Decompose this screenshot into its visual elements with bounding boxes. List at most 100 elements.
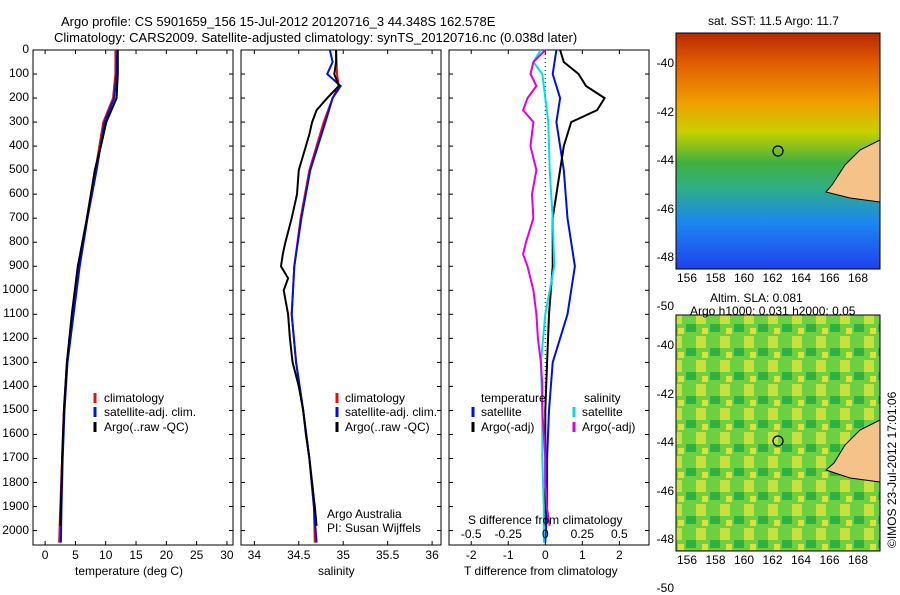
s-diff-tick-label: 0 (541, 527, 549, 541)
legend-sal-argo: Argo(..raw -QC) (345, 420, 430, 434)
map-x-tick-label: 168 (847, 271, 869, 285)
depth-tick-label: 200 (8, 90, 29, 105)
depth-tick-label: 1000 (2, 282, 29, 297)
legend-diff-t-argo: Argo(-adj) (481, 420, 535, 434)
profile-line-2-3 (521, 49, 551, 526)
x-tick-label: 35.5 (375, 548, 400, 562)
credit-line-2: PI: Susan Wijffels (327, 521, 421, 535)
map-y-tick-label: -40 (656, 338, 674, 352)
profile-line-0-1 (59, 49, 119, 543)
x-tick-label: 15 (129, 548, 143, 562)
s-difference-axis-label: S difference from climatology (468, 513, 623, 527)
map-x-tick-label: 160 (733, 271, 755, 285)
depth-tick-label: 1600 (2, 426, 29, 441)
map-x-tick-label: 162 (762, 553, 783, 567)
sla-map-title-2: Argo h1000: 0.031 h2000: 0.05 (690, 304, 856, 318)
x-tick-label: 34.5 (287, 548, 311, 562)
map-x-tick-label: 158 (705, 271, 726, 285)
map-x-tick-label: 160 (733, 553, 755, 567)
x-tick-label: 0 (541, 548, 549, 562)
sst-map (675, 32, 881, 270)
depth-tick-label: 700 (8, 210, 29, 225)
sla-map-title-1: Altim. SLA: 0.081 (710, 291, 803, 305)
x-tick-label: 30 (220, 548, 234, 562)
temperature-axis-label: temperature (deg C) (75, 564, 184, 578)
depth-tick-label: 300 (8, 114, 29, 129)
legend-diff-s-argo: Argo(-adj) (582, 420, 636, 434)
depth-tick-label: 800 (8, 234, 29, 249)
profile-line-0-0 (58, 50, 117, 543)
map-x-tick-label: 164 (790, 271, 812, 285)
depth-tick-label: 1500 (2, 402, 29, 417)
map-y-tick-label: -50 (656, 580, 674, 595)
depth-tick-label: 500 (8, 162, 29, 177)
sst-map-land (825, 139, 881, 203)
chart-canvas (32, 32, 881, 552)
difference-panel-frame (448, 49, 650, 546)
legend-diff-temperature-header: temperature (481, 391, 546, 405)
legend-diff-t-satellite: satellite (481, 405, 522, 419)
legend-marks (93, 393, 576, 432)
sst-map-title: sat. SST: 11.5 Argo: 11.7 (708, 14, 839, 28)
depth-tick-label: 2000 (2, 522, 29, 537)
profile-line-2-0 (544, 49, 576, 543)
x-tick-label: 5 (72, 548, 79, 562)
s-diff-tick-label: -0.5 (460, 527, 482, 541)
map-y-tick-label: -42 (656, 386, 674, 401)
map-y-tick-label: -50 (656, 298, 674, 313)
x-tick-label: 10 (99, 548, 113, 562)
profile-line-0-2 (59, 50, 119, 526)
sla-map-float-marker (772, 435, 784, 447)
axis-ticks (33, 49, 649, 545)
x-tick-label: 36 (425, 548, 439, 562)
map-x-tick-label: 168 (847, 553, 869, 567)
legend-temp-climatology: climatology (104, 391, 165, 405)
profile-line-2-2 (532, 49, 556, 543)
title-line-1: Argo profile: CS 5901659_156 15-Jul-2012… (61, 14, 496, 29)
map-y-tick-label: -40 (656, 56, 674, 70)
depth-tick-label: 1800 (2, 474, 29, 489)
map-x-tick-label: 164 (790, 553, 812, 567)
legend-sal-climatology: climatology (345, 391, 406, 405)
depth-tick-label: 400 (8, 138, 29, 153)
x-tick-label: -2 (465, 548, 477, 562)
map-x-tick-label: 166 (819, 553, 840, 567)
legend-diff-salinity-header: salinity (584, 391, 621, 405)
legend-temp-satellite: satellite-adj. clim. (104, 405, 197, 419)
depth-tick-label: 1700 (2, 450, 29, 465)
profile-lines (58, 49, 606, 545)
depth-tick-label: 1300 (2, 354, 29, 369)
depth-tick-label: 900 (8, 258, 29, 273)
map-x-tick-label: 156 (676, 271, 698, 285)
map-x-tick-label: 158 (705, 553, 726, 567)
sst-map-float-marker (772, 145, 784, 157)
map-y-tick-label: -48 (656, 250, 674, 264)
x-tick-label: 1 (578, 548, 586, 562)
x-tick-label: 0 (41, 548, 49, 562)
legend-diff-s-satellite: satellite (582, 405, 623, 419)
legend-temp-argo: Argo(..raw -QC) (104, 420, 189, 434)
x-tick-label: 25 (189, 548, 204, 562)
depth-tick-label: 0 (22, 42, 29, 56)
profile-line-2-1 (544, 49, 606, 526)
depth-tick-label: 600 (8, 186, 29, 201)
profile-line-1-1 (290, 49, 342, 543)
x-tick-label: -1 (502, 548, 514, 562)
map-y-tick-label: -48 (656, 532, 674, 546)
x-tick-label: 35 (336, 548, 350, 562)
x-tick-label: 2 (616, 548, 623, 562)
sla-map (675, 314, 881, 552)
temperature-panel-frame (32, 49, 234, 546)
map-y-tick-label: -44 (656, 153, 674, 167)
depth-tick-label: 1400 (2, 378, 29, 393)
x-tick-label: 20 (159, 548, 173, 562)
profile-line-1-0 (290, 49, 340, 543)
sla-map-land (825, 419, 881, 483)
map-x-tick-label: 162 (762, 271, 783, 285)
salinity-axis-label: salinity (318, 564, 355, 578)
legend-sal-satellite: satellite-adj. clim. (345, 405, 438, 419)
salinity-panel-frame (240, 49, 442, 546)
depth-tick-label: 1100 (3, 306, 29, 321)
map-y-tick-label: -46 (656, 483, 674, 498)
s-diff-tick-label: 0.25 (570, 527, 594, 541)
